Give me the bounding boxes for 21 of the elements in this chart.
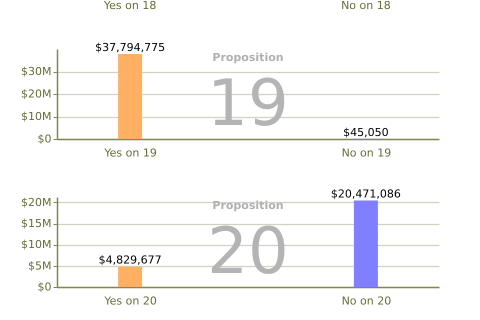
- x-tick-label: Yes on 20: [103, 294, 157, 308]
- y-tick-label: $30M: [21, 65, 52, 78]
- x-tick-label: No on 19: [342, 146, 392, 160]
- data-label: $4,829,677: [98, 254, 162, 267]
- y-tick-label: $15M: [21, 217, 52, 230]
- y-tick-label: $10M: [21, 238, 52, 252]
- data-label: $45,050: [343, 126, 389, 139]
- x-tick-label: Yes on 19: [103, 146, 157, 160]
- y-tick-label: $10M: [21, 110, 52, 123]
- x-tick-label: No on 20: [342, 294, 392, 308]
- annotation: Proposition: [212, 51, 284, 64]
- y-tick-label: $20M: [21, 196, 52, 209]
- annotation: Proposition: [212, 199, 284, 212]
- data-label: $37,794,775: [95, 40, 166, 54]
- y-tick-label: $0: [38, 132, 52, 146]
- text: No on 18: [341, 0, 391, 12]
- text: Yes on 18: [102, 0, 156, 12]
- y-tick-label: $5M: [28, 259, 52, 272]
- data-label: $20,471,086: [330, 188, 401, 200]
- y-tick-label: $0: [38, 280, 52, 294]
- y-tick-label: $20M: [21, 88, 52, 100]
